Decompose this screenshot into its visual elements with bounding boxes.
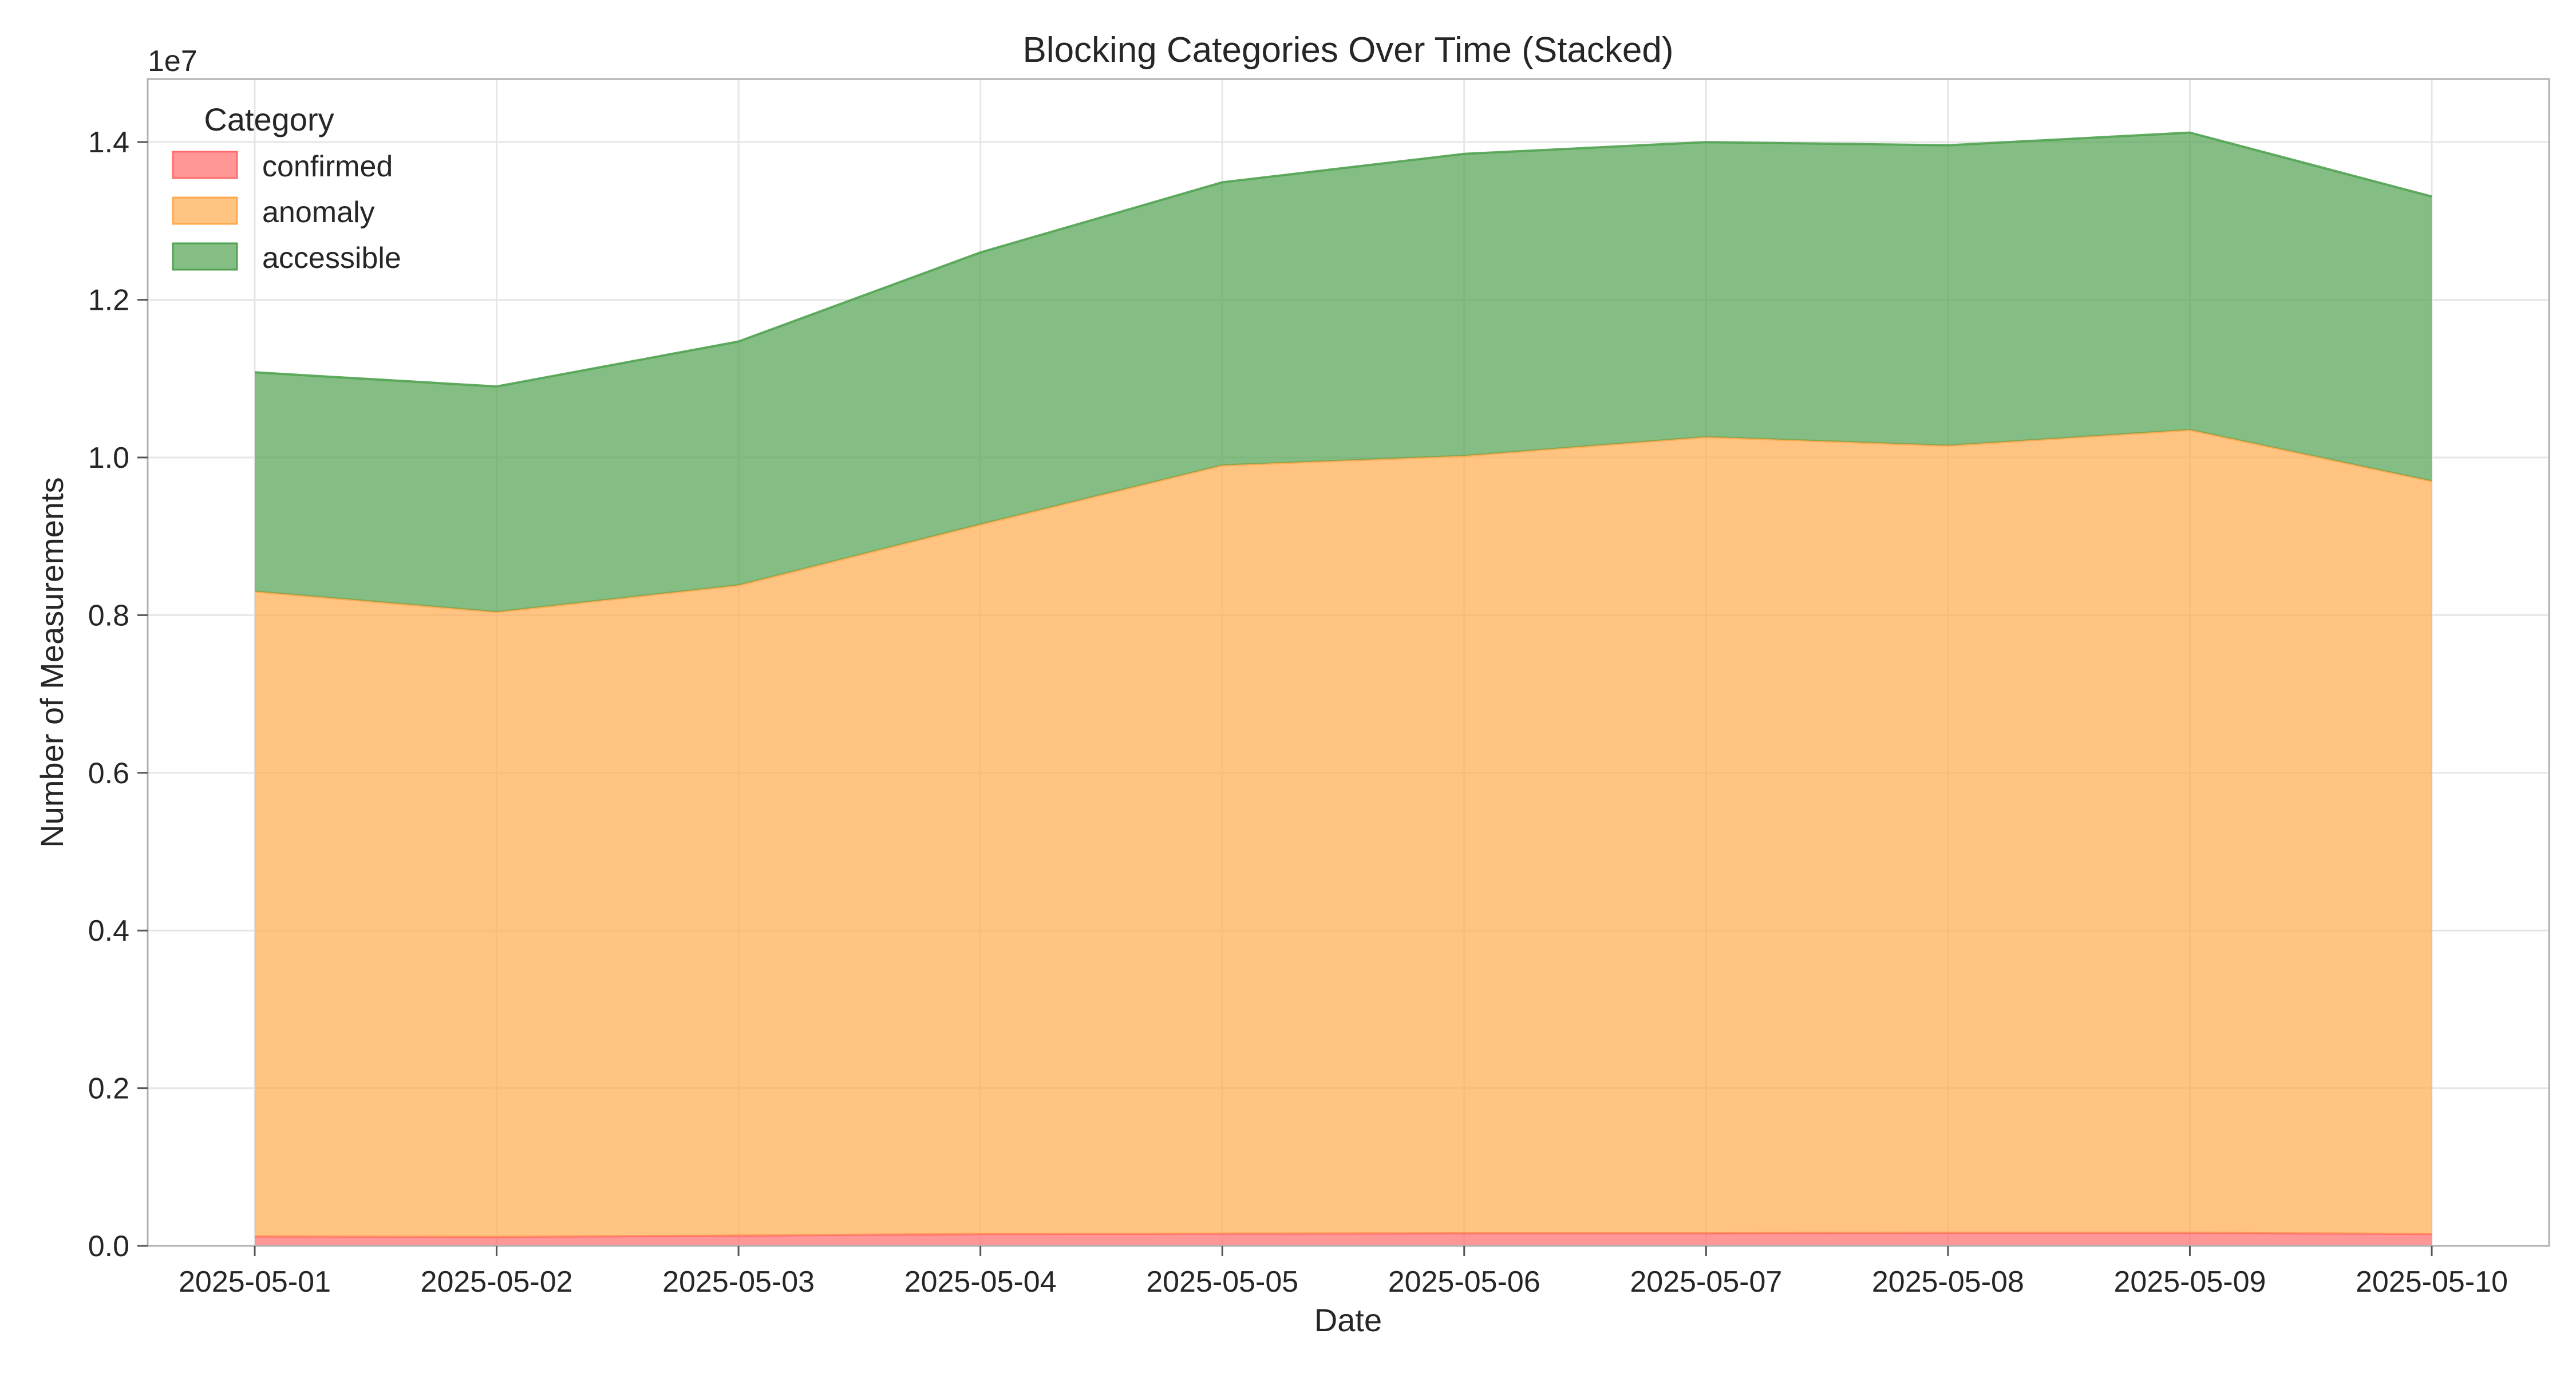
legend-title: Category [204,101,334,137]
x-tick-label: 2025-05-04 [904,1265,1057,1299]
y-tick-label: 0.4 [88,914,129,948]
y-tick-label: 1.2 [88,284,129,317]
y-tick-label: 0.2 [88,1072,129,1106]
y-axis-offset-label: 1e7 [148,45,197,78]
chart-title: Blocking Categories Over Time (Stacked) [1022,30,1673,70]
area-anomaly [255,429,2432,1237]
area-edge-accessible [254,131,2432,388]
y-tick-label: 1.0 [88,441,129,475]
legend-swatch-accessible [172,242,238,271]
x-tick-label: 2025-05-07 [1630,1265,1782,1299]
x-tick-label: 2025-05-03 [662,1265,815,1299]
y-tick-label: 0.0 [88,1230,129,1263]
legend-label-confirmed: confirmed [262,150,393,183]
x-tick-label: 2025-05-02 [421,1265,573,1299]
area-accessible [255,132,2432,612]
legend-label-accessible: accessible [262,242,401,275]
legend-swatch-confirmed [172,151,238,179]
x-axis-label: Date [1314,1302,1382,1338]
y-axis-label: Number of Measurements [34,477,70,847]
x-tick-label: 2025-05-06 [1388,1265,1540,1299]
legend-swatch-anomaly [172,196,238,225]
axis-ticks: 0.0 0.2 0.4 0.6 0.8 1.0 1.2 1.4 2025-05-01 2025-0… [88,126,2508,1299]
x-tick-label: 2025-05-08 [1872,1265,2024,1299]
area-series-layer [254,131,2432,1246]
x-tick-label: 2025-05-10 [2356,1265,2508,1299]
legend-label-anomaly: anomaly [262,196,375,229]
y-tick-label: 0.6 [88,757,129,790]
legend: Category confirmed anomaly accessible [172,101,401,275]
x-tick-label: 2025-05-05 [1146,1265,1298,1299]
x-tick-label: 2025-05-09 [2113,1265,2266,1299]
y-tick-label: 1.4 [88,126,129,159]
y-tick-label: 0.8 [88,599,129,632]
plot-frame [147,78,2550,1247]
x-tick-label: 2025-05-01 [179,1265,331,1299]
